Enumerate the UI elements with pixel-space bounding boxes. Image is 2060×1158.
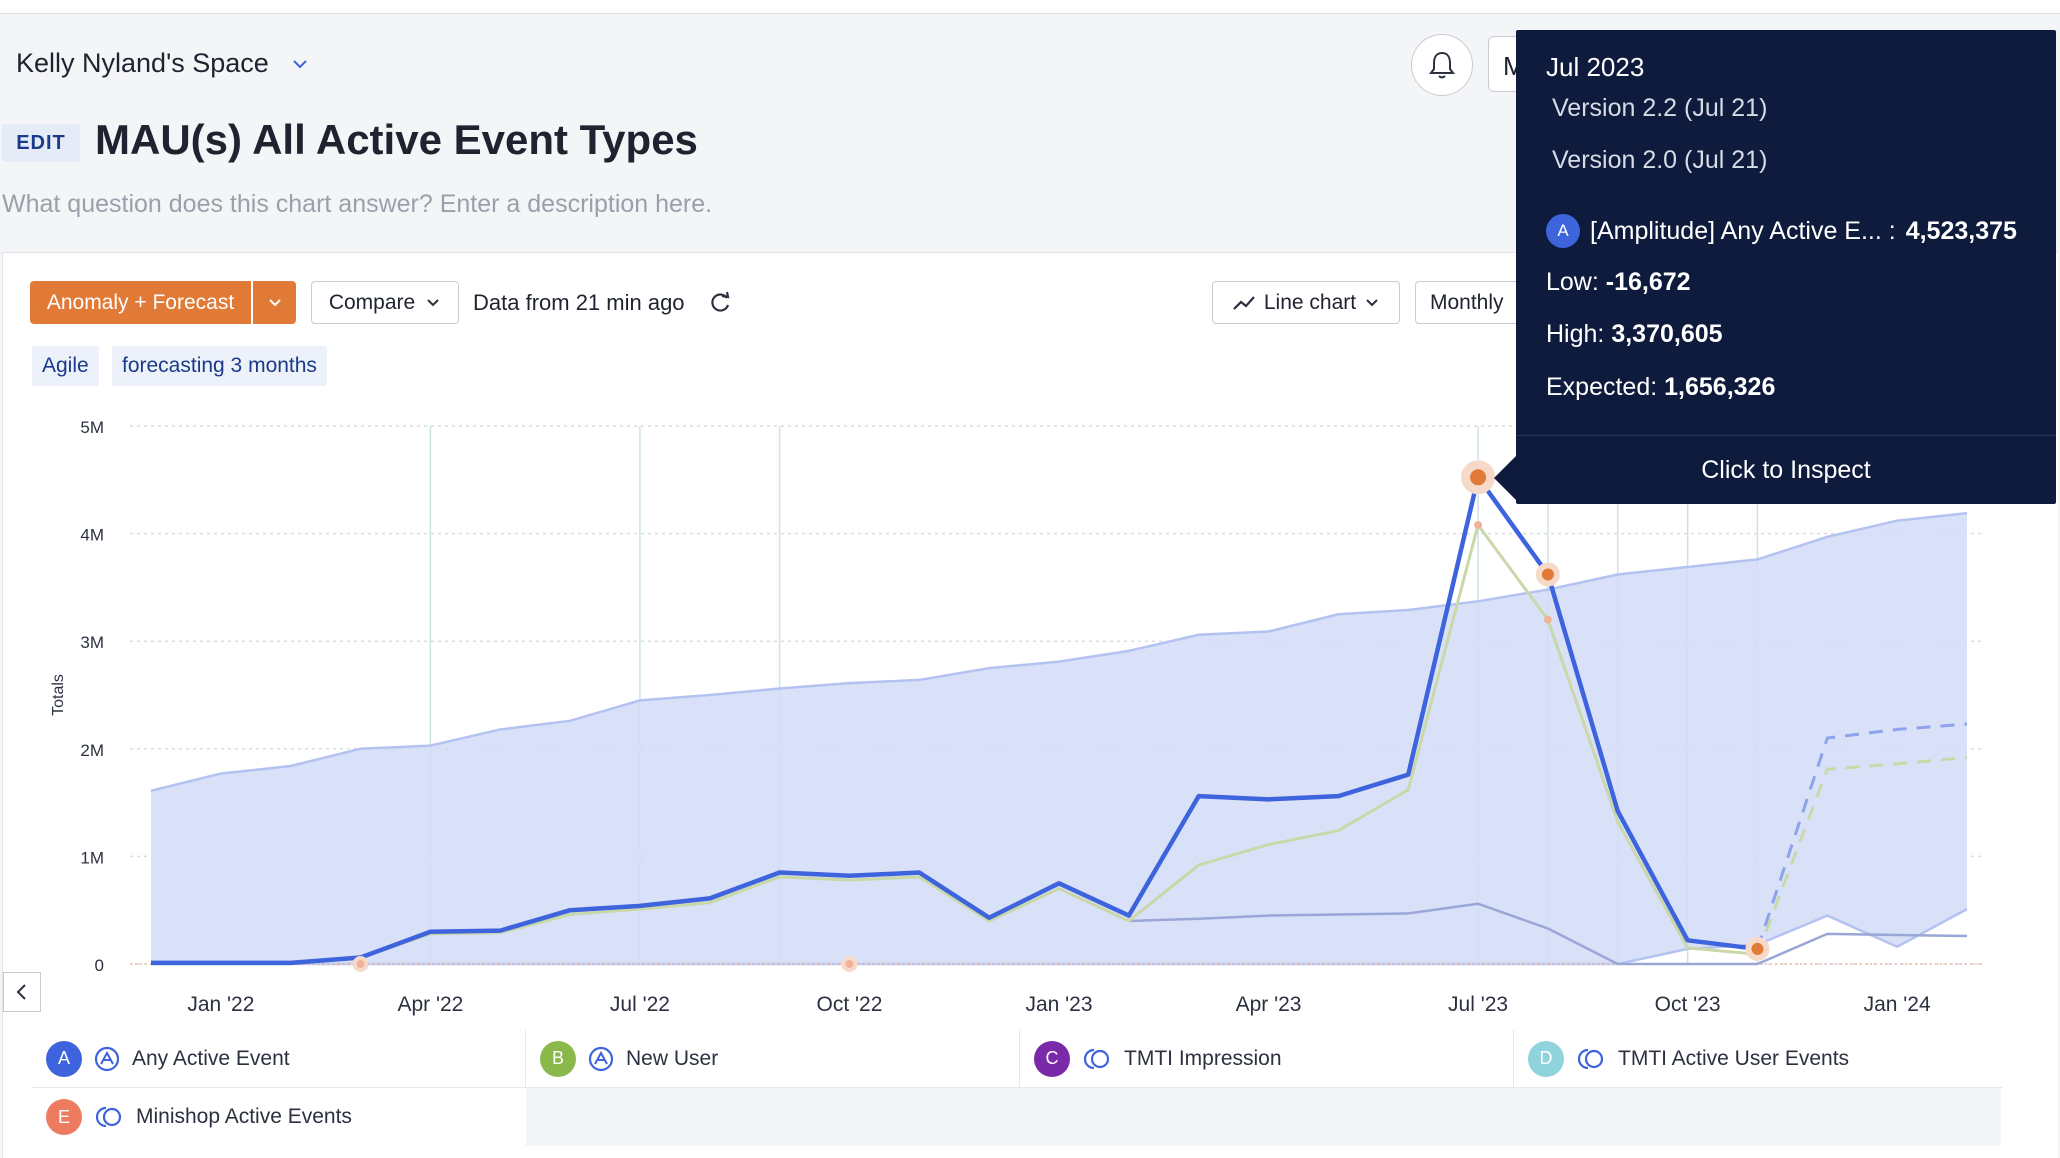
top-bar: [0, 0, 2060, 14]
tooltip-high: High: 3,370,605: [1546, 320, 1723, 349]
legend-row-2: E Minishop Active Events: [32, 1088, 526, 1146]
band-lower-edge: [151, 908, 1968, 966]
line-chart[interactable]: 0 1M 2M 3M 4M 5M Totals Jan '22 Apr '22 Jul '22 Oc…: [0, 0, 2060, 1040]
legend-item-d[interactable]: D TMTI Active User Events: [1514, 1030, 2002, 1088]
chevron-down-icon: [1366, 298, 1378, 306]
legend-item-c[interactable]: C TMTI Impression: [1020, 1029, 1514, 1088]
x-tick-label: Jan '24: [1864, 993, 1931, 1016]
refresh-icon[interactable]: [707, 290, 733, 316]
tooltip-series-label: [Amplitude] Any Active E... :: [1590, 216, 1896, 245]
tooltip-version[interactable]: Version 2.0 (Jul 21): [1552, 146, 1768, 174]
band-upper-edge: [150, 511, 1968, 792]
series-badge: E: [46, 1099, 82, 1135]
tag-forecast[interactable]: forecasting 3 months: [112, 346, 327, 386]
page-title[interactable]: MAU(s) All Active Event Types: [95, 116, 698, 163]
legend-label: New User: [626, 1046, 719, 1070]
series-line: [1756, 755, 1968, 955]
series-badge: A: [46, 1040, 82, 1077]
legend-label: Minishop Active Events: [136, 1105, 352, 1128]
chevron-down-icon: [293, 59, 307, 68]
chevron-down-icon: [427, 298, 439, 306]
legend-label: TMTI Active User Events: [1618, 1046, 1850, 1070]
high-label: High:: [1546, 320, 1605, 348]
notifications-button[interactable]: [1411, 34, 1473, 96]
y-tick-label: 2M: [80, 741, 104, 760]
legend-label: Any Active Event: [132, 1046, 290, 1070]
x-tick-label: Jan '23: [1025, 993, 1092, 1016]
tooltip-divider: [1516, 435, 2056, 436]
chevron-down-icon: [268, 298, 281, 306]
legend-item-e[interactable]: E Minishop Active Events: [32, 1088, 526, 1146]
y-tick-label: 5M: [80, 418, 104, 437]
series-badge: A: [1546, 214, 1580, 248]
anomaly-point: [1474, 520, 1483, 529]
legend-label: TMTI Impression: [1124, 1046, 1282, 1070]
tooltip-expected: Expected: 1,656,326: [1546, 373, 1775, 402]
series-line: [1128, 902, 1968, 966]
data-freshness: Data from 21 min ago: [473, 290, 685, 315]
interval-select[interactable]: Monthly: [1415, 281, 1525, 324]
x-tick-label: Oct '22: [817, 993, 883, 1016]
legend-item-a[interactable]: A Any Active Event: [32, 1029, 526, 1088]
y-axis-label: Totals: [50, 674, 67, 716]
edit-badge[interactable]: EDIT: [2, 124, 80, 162]
series-badge: D: [1528, 1040, 1564, 1077]
x-tick-label: Apr '22: [397, 993, 463, 1016]
chart-type-label: Line chart: [1263, 290, 1357, 314]
chevron-left-icon: [16, 984, 26, 1000]
series-line: [151, 475, 1758, 966]
tag-agile[interactable]: Agile: [32, 346, 99, 386]
tooltip-series-value: 4,523,375: [1905, 216, 2017, 245]
collapse-panel-button[interactable]: [3, 972, 41, 1012]
anomaly-forecast-button[interactable]: Anomaly + Forecast: [30, 281, 251, 324]
legend-item-b[interactable]: B New User: [526, 1029, 1020, 1088]
custom-event-icon: [1577, 1048, 1604, 1069]
anomaly-point: [1751, 942, 1764, 955]
anomaly-point: [1541, 568, 1554, 581]
tooltip-version[interactable]: Version 2.2 (Jul 21): [1552, 94, 1768, 122]
expected-value: 1,656,326: [1664, 373, 1776, 401]
chart-tooltip[interactable]: Jul 2023 Version 2.2 (Jul 21) Version 2.…: [1516, 30, 2056, 504]
compare-label: Compare: [328, 290, 416, 314]
inspect-link[interactable]: Click to Inspect: [1701, 456, 1871, 484]
forecast-band: [151, 513, 1967, 964]
bell-icon: [1429, 51, 1455, 79]
event-icon: [588, 1046, 614, 1071]
event-icon: [94, 1046, 120, 1071]
custom-event-icon: [1083, 1048, 1110, 1069]
high-value: 3,370,605: [1611, 320, 1723, 348]
x-tick-label: Oct '23: [1655, 993, 1721, 1016]
series-badge: B: [540, 1040, 576, 1077]
series-badge: C: [1034, 1040, 1070, 1077]
x-tick-label: Jul '23: [1448, 993, 1508, 1016]
low-value: -16,672: [1605, 268, 1691, 296]
anomaly-point: [1470, 469, 1487, 486]
tooltip-arrow: [1494, 456, 1516, 500]
expected-label: Expected:: [1546, 373, 1658, 401]
tooltip-month: Jul 2023: [1546, 52, 1645, 82]
low-label: Low:: [1546, 268, 1599, 296]
y-tick-label: 1M: [80, 848, 104, 867]
y-tick-label: 4M: [80, 526, 104, 545]
anomaly-point: [845, 960, 854, 968]
anomaly-options-button[interactable]: [253, 281, 296, 324]
x-tick-label: Jul '22: [610, 993, 670, 1016]
anomaly-point: [1543, 615, 1552, 624]
chart-type-select[interactable]: Line chart: [1212, 281, 1400, 324]
y-tick-label: 3M: [80, 633, 104, 652]
custom-event-icon: [95, 1106, 122, 1128]
y-tick-label: 0: [95, 956, 104, 975]
description-field[interactable]: What question does this chart answer? En…: [2, 190, 713, 218]
x-tick-label: Apr '23: [1236, 993, 1302, 1016]
anomaly-point: [356, 960, 365, 968]
space-name: Kelly Nyland's Space: [16, 48, 269, 78]
tooltip-low: Low: -16,672: [1546, 268, 1691, 297]
space-switcher[interactable]: Kelly Nyland's Space: [16, 48, 309, 79]
line-chart-icon: [1233, 295, 1255, 310]
compare-button[interactable]: Compare: [311, 281, 459, 324]
x-tick-label: Jan '22: [187, 993, 254, 1016]
legend-empty-area: [526, 1088, 2001, 1146]
tooltip-series: A [Amplitude] Any Active E... : 4,523,37…: [1546, 214, 2017, 248]
legend-row-1: A Any Active Event B New User C TMTI Imp…: [32, 1029, 2002, 1088]
